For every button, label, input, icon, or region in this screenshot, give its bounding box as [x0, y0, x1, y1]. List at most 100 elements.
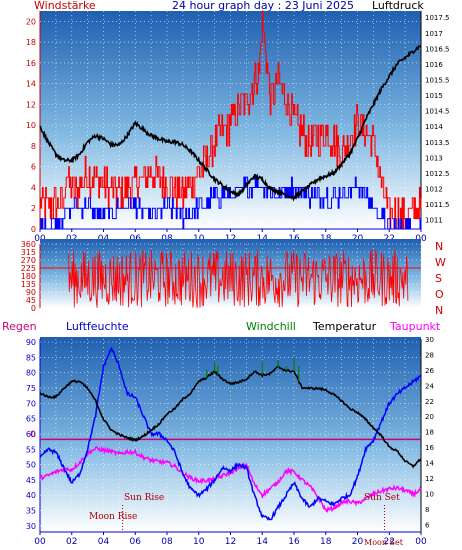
y-tick-label: 50: [26, 461, 36, 470]
compass-west: W: [435, 256, 446, 269]
y-tick-label: 16: [26, 59, 36, 68]
y-tick-label: 55: [26, 445, 36, 454]
y-tick-label: 35: [26, 507, 36, 516]
x-tick-label: 00: [415, 537, 427, 547]
y-tick-label: 1016.5: [425, 45, 450, 53]
y-tick-label: 360: [21, 240, 36, 249]
x-tick-label: 00: [415, 234, 427, 244]
x-tick-label: 18: [320, 537, 332, 547]
moon-rise-label: Moon Rise: [89, 512, 137, 522]
x-tick-label: 04: [98, 537, 110, 547]
pressure-line: [39, 45, 422, 202]
legend-windchill: Windchill: [246, 320, 296, 333]
y-tick-label: 65: [26, 415, 36, 424]
legend-taupunkt: Taupunkt: [389, 320, 441, 333]
y-tick-label: 1017: [425, 30, 443, 38]
y-tick-label: 70: [26, 399, 36, 408]
y-tick-label: 10: [26, 121, 36, 130]
y-tick-label: 180: [21, 272, 36, 281]
y-tick-label: 90: [26, 288, 36, 297]
temperature-axis: 6 8 10 12 14 16 18 20 22 24 26 28 30: [420, 336, 434, 532]
y-tick-label: 16: [425, 444, 434, 452]
compass-south: S: [435, 272, 442, 285]
y-tick-label: 30: [26, 522, 36, 531]
y-tick-label: 12: [26, 100, 36, 109]
y-tick-label: 4: [31, 183, 36, 192]
wind-pressure-series: [39, 10, 422, 230]
y-tick-label: 75: [26, 384, 36, 393]
y-tick-label: 1016: [425, 61, 443, 69]
legend-temperatur: Temperatur: [312, 320, 377, 333]
x-tick-label: 10: [193, 537, 205, 547]
y-tick-label: 12: [425, 475, 434, 483]
y-tick-label: 1015.5: [425, 77, 450, 85]
humidity-line: [39, 347, 422, 521]
y-tick-label: 2: [31, 204, 36, 213]
y-tick-label: 26: [425, 367, 434, 375]
wind-speed-title: Windstärke: [34, 0, 96, 12]
x-tick-label: 14: [257, 537, 269, 547]
x-tick-label: 12: [225, 537, 236, 547]
y-tick-label: 85: [26, 353, 36, 362]
y-tick-label: 45: [26, 476, 36, 485]
y-tick-label: 135: [21, 280, 36, 289]
y-tick-label: 8: [31, 142, 36, 151]
pressure-title: Luftdruck: [372, 0, 424, 12]
y-tick-label: 20: [26, 17, 36, 26]
y-tick-label: 1012.5: [425, 170, 450, 178]
y-tick-label: 1011.5: [425, 201, 450, 209]
chart-title: 24 hour graph day : 23 Juni 2025: [172, 0, 354, 12]
moon-set-label: Moon Set: [364, 538, 404, 547]
legend-luftfeuchte: Luftfeuchte: [66, 320, 129, 333]
y-tick-label: 10: [425, 490, 434, 498]
x-tick-label: 16: [288, 537, 300, 547]
y-tick-label: 1011: [425, 217, 443, 225]
y-tick-label: 1014: [425, 123, 443, 131]
rain-zero-label: 0: [30, 430, 36, 440]
y-tick-label: 1013: [425, 154, 443, 162]
y-tick-label: 0: [31, 304, 36, 313]
sun-rise-label: Sun Rise: [124, 493, 164, 503]
y-tick-label: 270: [21, 256, 36, 265]
y-tick-label: 0: [31, 225, 36, 234]
temp-humidity-panel: 30 35 40 45 50 55 60 65 70 75 80 85 90 6 8 10 12 14 16 18 2…: [26, 336, 435, 547]
x-tick-label: 20: [352, 537, 364, 547]
y-tick-label: 18: [26, 38, 36, 47]
y-tick-label: 1015: [425, 92, 443, 100]
compass-north-top: N: [435, 240, 443, 253]
y-tick-label: 20: [425, 413, 434, 421]
wind-speed-axis: 0 2 4 6 8 10 12 14 16 18 20: [26, 11, 421, 234]
x-tick-label: 00: [34, 537, 46, 547]
y-tick-label: 6: [31, 163, 36, 172]
y-tick-label: 22: [425, 398, 434, 406]
y-tick-label: 30: [425, 336, 434, 344]
temp-humidity-series: [39, 347, 422, 521]
y-tick-label: 1017.5: [425, 14, 450, 22]
wind-direction-series: [40, 249, 421, 308]
temp-time-axis: 00 02 04 06 08 10 12 14 16 18 20 22 00: [34, 531, 427, 547]
wind-direction-line: [68, 249, 409, 308]
y-tick-label: 80: [26, 369, 36, 378]
wind-gust-line: [40, 10, 422, 230]
y-tick-label: 225: [21, 264, 36, 273]
y-tick-label: 6: [425, 521, 430, 529]
compass-east: O: [435, 288, 444, 301]
y-tick-label: 40: [26, 491, 36, 500]
x-tick-label: 22: [384, 537, 395, 547]
wind-avg-line: [40, 176, 422, 230]
compass-north-bottom: N: [435, 304, 443, 317]
y-tick-label: 1012: [425, 186, 443, 194]
y-tick-label: 45: [26, 296, 36, 305]
humidity-axis: 30 35 40 45 50 55 60 65 70 75 80 85 90: [26, 338, 421, 532]
x-tick-label: 06: [130, 537, 142, 547]
y-tick-label: 28: [425, 351, 434, 359]
x-tick-label: 02: [66, 537, 77, 547]
y-tick-label: 8: [425, 506, 429, 514]
pressure-axis: 1011 1011.5 1012 1012.5 1013 1013.5 1014 1014.5…: [420, 11, 450, 229]
x-tick-label: 08: [161, 537, 173, 547]
y-tick-label: 14: [425, 460, 434, 468]
y-tick-label: 24: [425, 382, 434, 390]
